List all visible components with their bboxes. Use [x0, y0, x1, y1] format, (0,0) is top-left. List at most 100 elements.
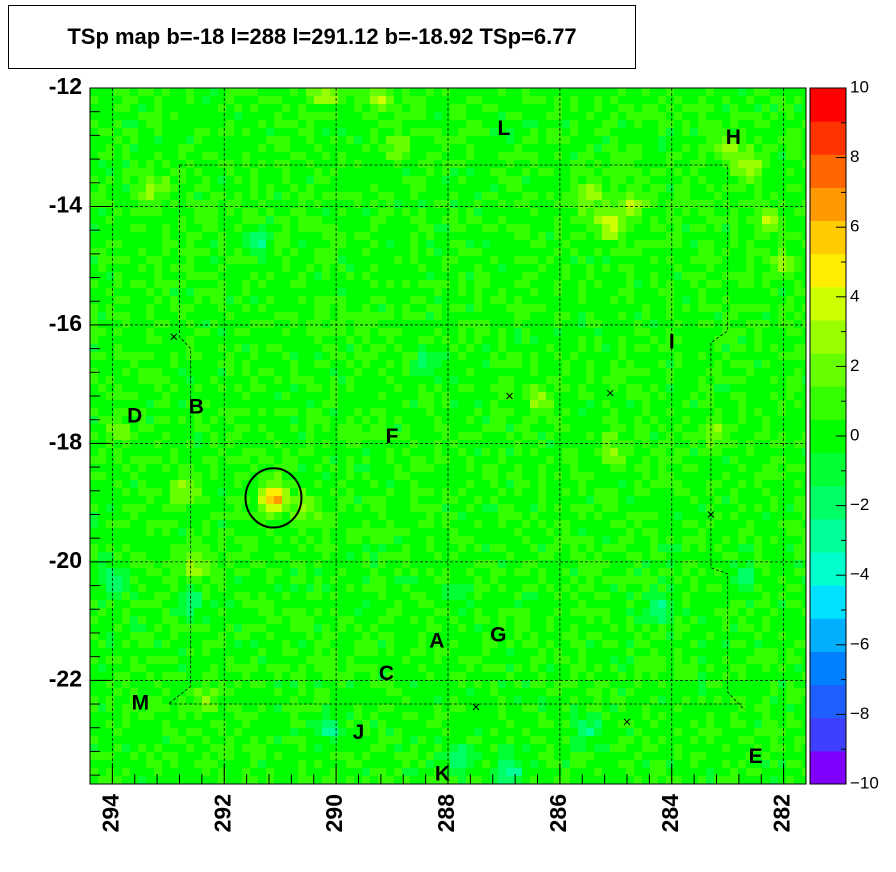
heatmap-cell: [562, 280, 570, 288]
heatmap-cell: [266, 208, 274, 216]
heatmap-cell: [258, 416, 266, 424]
heatmap-cell: [442, 480, 450, 488]
heatmap-cell: [450, 176, 458, 184]
heatmap-cell: [570, 128, 578, 136]
heatmap-cell: [218, 344, 226, 352]
heatmap-cell: [538, 200, 546, 208]
heatmap-cell: [530, 328, 538, 336]
heatmap-cell: [514, 272, 522, 280]
heatmap-cell: [218, 488, 226, 496]
heatmap-cell: [594, 504, 602, 512]
heatmap-cell: [202, 344, 210, 352]
heatmap-cell: [226, 160, 234, 168]
heatmap-cell: [450, 288, 458, 296]
heatmap-cell: [698, 424, 706, 432]
heatmap-cell: [570, 184, 578, 192]
heatmap-cell: [474, 192, 482, 200]
heatmap-cell: [210, 352, 218, 360]
heatmap-cell: [626, 272, 634, 280]
heatmap-cell: [98, 264, 106, 272]
heatmap-cell: [338, 504, 346, 512]
heatmap-cell: [450, 432, 458, 440]
heatmap-cell: [146, 152, 154, 160]
heatmap-cell: [250, 296, 258, 304]
heatmap-cell: [794, 160, 802, 168]
heatmap-cell: [802, 424, 806, 432]
heatmap-cell: [162, 120, 170, 128]
heatmap-cell: [298, 400, 306, 408]
heatmap-cell: [738, 384, 746, 392]
heatmap-cell: [386, 480, 394, 488]
heatmap-cell: [706, 232, 714, 240]
heatmap-cell: [722, 320, 730, 328]
heatmap-cell: [586, 480, 594, 488]
heatmap-cell: [666, 168, 674, 176]
heatmap-cell: [418, 200, 426, 208]
heatmap-cell: [770, 464, 778, 472]
heatmap-cell: [346, 448, 354, 456]
heatmap-cell: [250, 200, 258, 208]
heatmap-cell: [154, 528, 162, 536]
heatmap-cell: [530, 160, 538, 168]
heatmap-cell: [570, 160, 578, 168]
heatmap-cell: [538, 272, 546, 280]
heatmap-cell: [618, 304, 626, 312]
heatmap-cell: [306, 344, 314, 352]
heatmap-cell: [578, 416, 586, 424]
heatmap-cell: [490, 408, 498, 416]
heatmap-cell: [330, 192, 338, 200]
heatmap-cell: [346, 160, 354, 168]
heatmap-cell: [202, 448, 210, 456]
heatmap-cell: [594, 480, 602, 488]
heatmap-cell: [170, 440, 178, 448]
heatmap-cell: [578, 360, 586, 368]
heatmap-cell: [186, 96, 194, 104]
heatmap-cell: [794, 304, 802, 312]
heatmap-cell: [234, 400, 242, 408]
heatmap-cell: [450, 504, 458, 512]
heatmap-cell: [242, 288, 250, 296]
heatmap-cell: [226, 360, 234, 368]
heatmap-cell: [162, 208, 170, 216]
heatmap-cell: [586, 520, 594, 528]
heatmap-cell: [466, 440, 474, 448]
heatmap-cell: [602, 448, 610, 456]
heatmap-cell: [266, 248, 274, 256]
heatmap-cell: [354, 512, 362, 520]
heatmap-cell: [626, 176, 634, 184]
heatmap-cell: [394, 96, 402, 104]
heatmap-cell: [650, 408, 658, 416]
heatmap-cell: [610, 296, 618, 304]
heatmap-cell: [634, 96, 642, 104]
heatmap-cell: [306, 144, 314, 152]
heatmap-cell: [186, 264, 194, 272]
heatmap-cell: [642, 160, 650, 168]
heatmap-cell: [114, 344, 122, 352]
heatmap-cell: [714, 128, 722, 136]
heatmap-cell: [674, 384, 682, 392]
heatmap-cell: [226, 448, 234, 456]
heatmap-cell: [458, 240, 466, 248]
heatmap-cell: [506, 288, 514, 296]
heatmap-cell: [114, 456, 122, 464]
heatmap-cell: [146, 448, 154, 456]
heatmap-cell: [194, 520, 202, 528]
heatmap-cell: [530, 288, 538, 296]
heatmap-cell: [394, 232, 402, 240]
heatmap-cell: [202, 128, 210, 136]
heatmap-cell: [154, 240, 162, 248]
heatmap-cell: [234, 360, 242, 368]
heatmap-cell: [450, 400, 458, 408]
heatmap-cell: [362, 104, 370, 112]
heatmap-cell: [682, 184, 690, 192]
heatmap-cell: [538, 488, 546, 496]
heatmap-cell: [514, 416, 522, 424]
heatmap-cell: [154, 448, 162, 456]
heatmap-cell: [322, 504, 330, 512]
heatmap-cell: [634, 272, 642, 280]
heatmap-cell: [346, 472, 354, 480]
heatmap-cell: [338, 120, 346, 128]
heatmap-cell: [98, 96, 106, 104]
heatmap-cell: [626, 336, 634, 344]
heatmap-cell: [514, 312, 522, 320]
